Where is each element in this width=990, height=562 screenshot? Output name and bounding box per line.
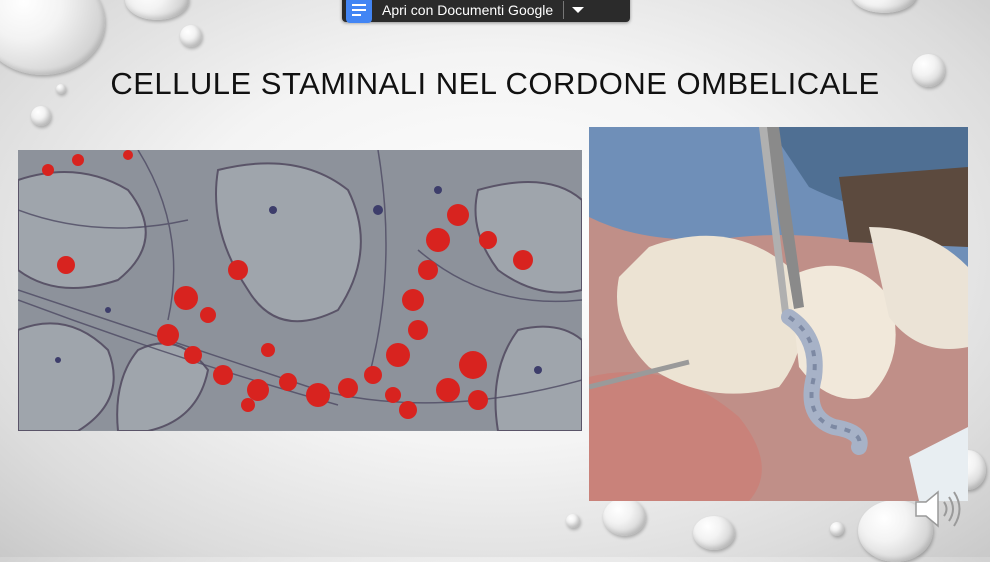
water-drop-decoration	[31, 106, 51, 126]
stained-stem-cells-micrograph	[18, 150, 582, 431]
water-drop-decoration	[912, 54, 945, 87]
water-drop-decoration	[180, 25, 202, 47]
water-drop-decoration	[693, 516, 735, 550]
water-drop-decoration	[830, 522, 844, 536]
google-docs-icon[interactable]	[346, 0, 372, 23]
water-drop-decoration	[56, 84, 66, 94]
slide-title: CELLULE STAMINALI NEL CORDONE OMBELICALE	[110, 66, 880, 101]
open-with-docs-bar[interactable]: Apri con Documenti Google	[342, 0, 630, 23]
speaker-icon[interactable]	[914, 488, 970, 530]
toolbar-divider	[563, 1, 565, 19]
umbilical-cord-clamping-photo	[589, 127, 968, 501]
water-drop-decoration	[125, 0, 189, 20]
water-drop-decoration	[603, 498, 646, 536]
water-drop-decoration	[851, 0, 917, 13]
water-drop-decoration	[0, 0, 105, 75]
open-with-docs-button[interactable]: Apri con Documenti Google	[382, 2, 554, 18]
caret-down-icon[interactable]	[572, 7, 585, 13]
water-drop-decoration	[566, 514, 580, 528]
